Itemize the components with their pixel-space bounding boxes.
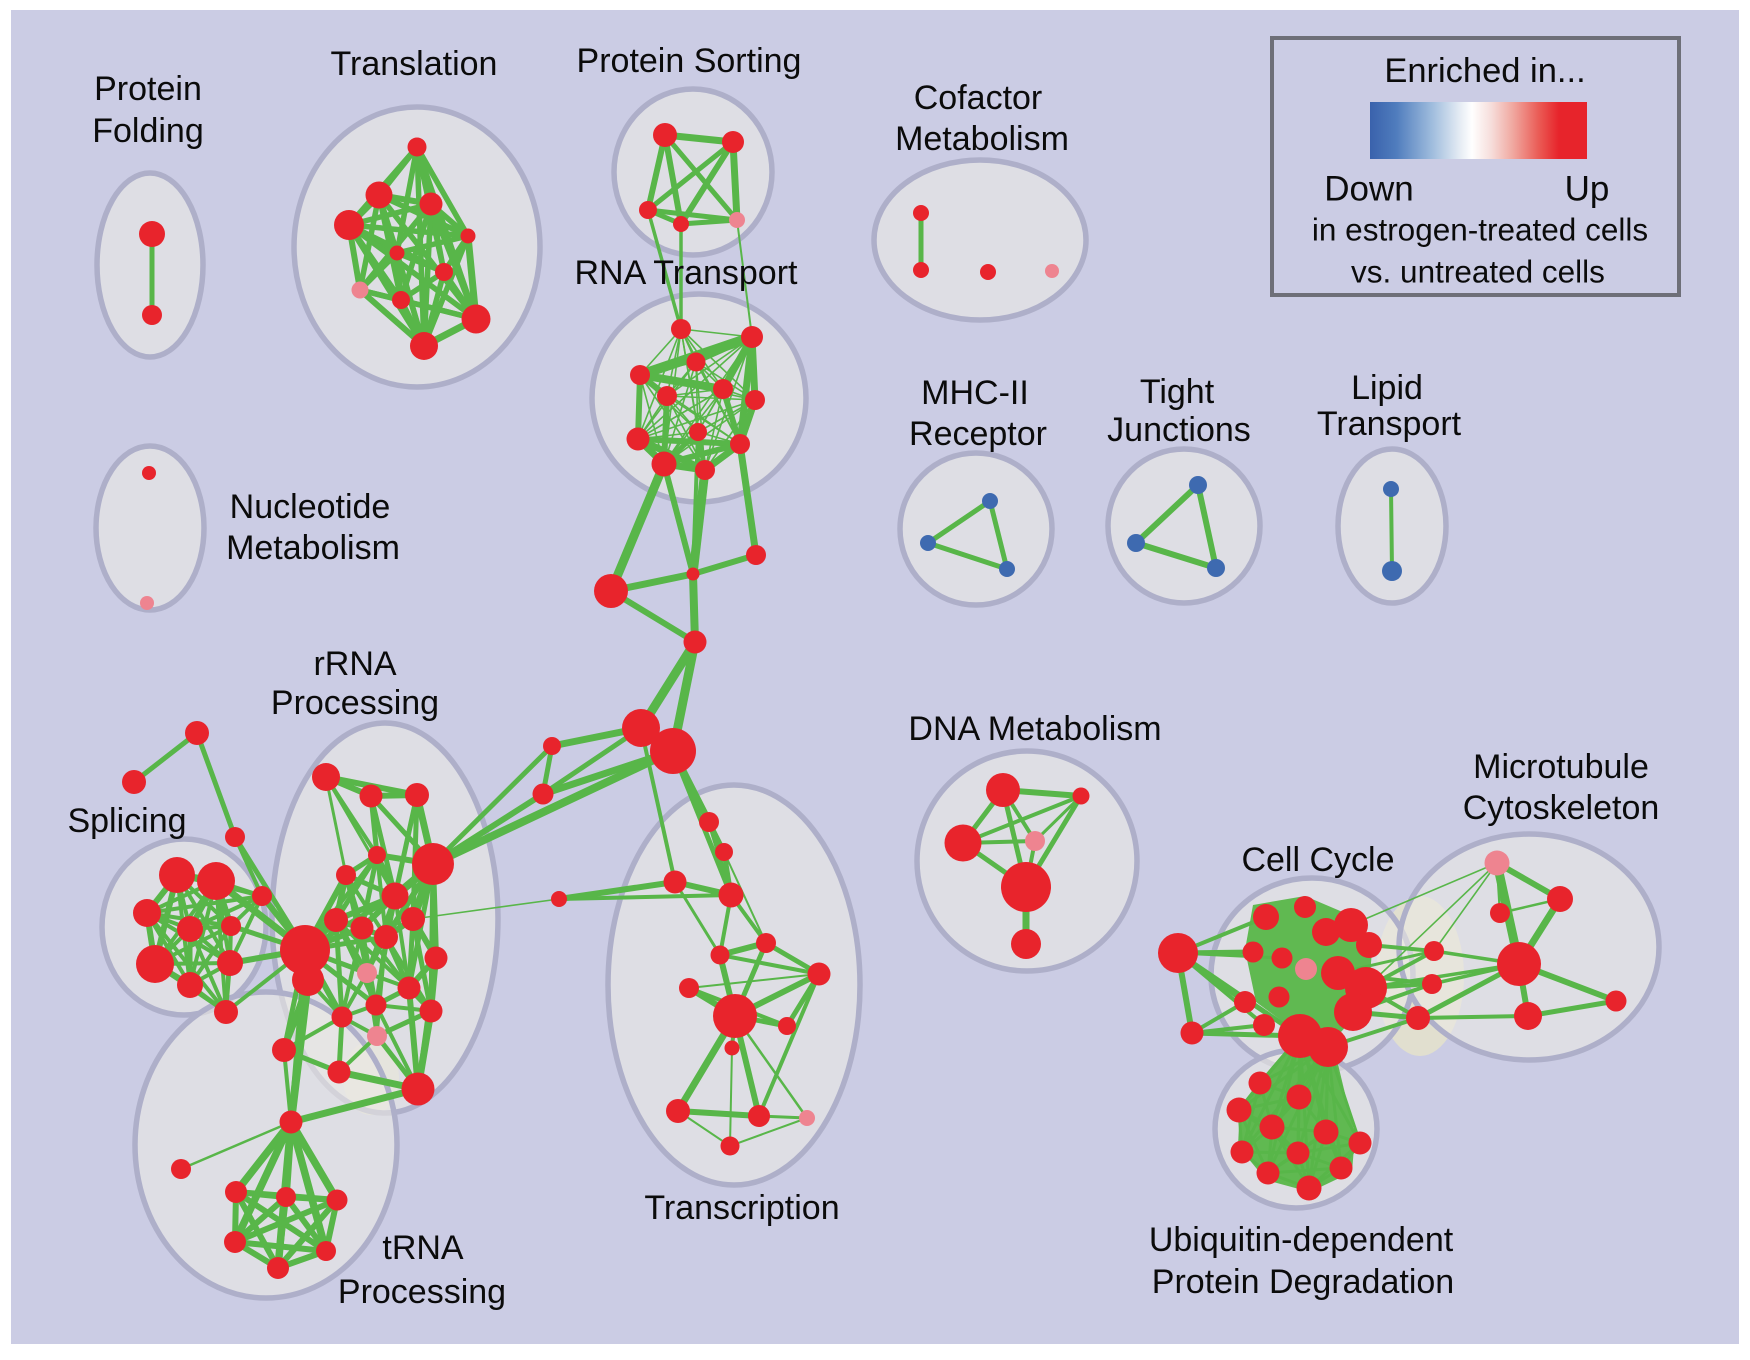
svg-text:Junctions: Junctions xyxy=(1107,411,1251,449)
svg-text:vs. untreated cells: vs. untreated cells xyxy=(1351,253,1605,289)
svg-text:DNA Metabolism: DNA Metabolism xyxy=(908,710,1161,748)
svg-text:Cell Cycle: Cell Cycle xyxy=(1241,841,1394,879)
svg-text:Cofactor: Cofactor xyxy=(914,79,1043,117)
svg-text:Nucleotide: Nucleotide xyxy=(230,488,391,526)
svg-text:Protein Degradation: Protein Degradation xyxy=(1152,1263,1454,1301)
svg-text:Up: Up xyxy=(1565,169,1610,208)
svg-text:Processing: Processing xyxy=(271,684,439,722)
svg-text:Tight: Tight xyxy=(1140,373,1215,411)
svg-text:Protein Sorting: Protein Sorting xyxy=(577,42,802,80)
svg-text:Transcription: Transcription xyxy=(644,1189,839,1227)
svg-text:rRNA: rRNA xyxy=(313,645,396,683)
svg-text:Enriched in...: Enriched in... xyxy=(1384,52,1585,90)
svg-text:Microtubule: Microtubule xyxy=(1473,748,1649,786)
svg-text:Metabolism: Metabolism xyxy=(226,529,400,567)
svg-text:Folding: Folding xyxy=(92,112,204,150)
svg-text:Transport: Transport xyxy=(1317,405,1462,443)
svg-text:MHC-II: MHC-II xyxy=(921,374,1029,412)
svg-text:Receptor: Receptor xyxy=(909,415,1047,453)
svg-text:Ubiquitin-dependent: Ubiquitin-dependent xyxy=(1149,1221,1454,1259)
svg-text:Lipid: Lipid xyxy=(1351,369,1423,407)
svg-text:Processing: Processing xyxy=(338,1273,506,1311)
svg-text:Protein: Protein xyxy=(94,70,202,108)
svg-text:Cytoskeleton: Cytoskeleton xyxy=(1463,789,1660,827)
svg-text:Splicing: Splicing xyxy=(67,802,186,840)
svg-text:Metabolism: Metabolism xyxy=(895,120,1069,158)
svg-text:tRNA: tRNA xyxy=(382,1229,464,1267)
svg-text:in estrogen-treated cells: in estrogen-treated cells xyxy=(1312,211,1648,247)
svg-text:Translation: Translation xyxy=(331,45,498,83)
svg-text:Down: Down xyxy=(1324,169,1413,208)
svg-text:RNA Transport: RNA Transport xyxy=(575,254,799,292)
